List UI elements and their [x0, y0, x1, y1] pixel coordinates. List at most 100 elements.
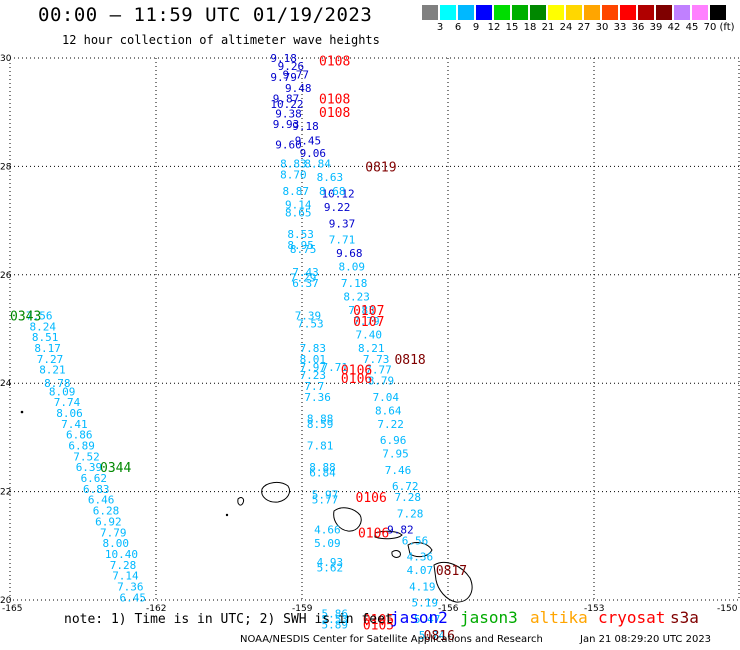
wave-height-value: 5.53 — [321, 613, 348, 626]
wave-height-value: 8.00 — [102, 537, 129, 550]
wave-height-value: 9.18 — [270, 52, 297, 65]
wave-height-value: 6.39 — [76, 461, 103, 474]
scale-swatch — [476, 5, 492, 20]
wave-height-value: 8.70 — [280, 169, 307, 182]
wave-height-value: 6.45 — [120, 591, 147, 604]
wave-height-value: 7.28 — [394, 491, 421, 504]
pass-time-label: 0344 — [100, 461, 131, 476]
wave-height-value: 8.79 — [368, 374, 395, 387]
legend-jason3: jason3 — [460, 608, 518, 627]
wave-height-value: 8.17 — [34, 342, 61, 355]
wave-height-value: 8.88 — [307, 412, 334, 425]
island-kaula — [225, 513, 229, 517]
generated-time: Jan 21 08:29:20 UTC 2023 — [580, 634, 712, 645]
wave-height-value: 8.09 — [49, 385, 76, 398]
wave-height-value: 10.40 — [105, 548, 138, 561]
scale-swatch — [494, 5, 510, 20]
wave-height-value: 8.06 — [56, 407, 83, 420]
lon-label: -159 — [292, 604, 313, 614]
lon-label: -156 — [438, 604, 459, 614]
wave-height-value: 8.59 — [307, 418, 334, 431]
wave-height-value: 8.95 — [287, 239, 314, 252]
wave-height-value: 7.56 — [26, 309, 52, 322]
islands — [20, 410, 473, 603]
scale-swatch — [548, 5, 564, 20]
scale-tick: 21 — [541, 22, 555, 33]
pass-time-label: 0343 — [10, 309, 41, 324]
wave-height-value: 8.21 — [358, 342, 385, 355]
wave-height-value: 8.23 — [343, 290, 370, 303]
island-molokai — [374, 530, 403, 540]
pass-time-label: 0106 — [341, 372, 372, 387]
wave-height-value: 6.86 — [66, 429, 93, 442]
pass-time-label: 0105 — [363, 618, 394, 633]
wave-height-value: 7.27 — [37, 353, 64, 366]
wave-height-value: 7.83 — [348, 304, 375, 317]
lat-label: 20 — [0, 596, 12, 606]
island-maui — [407, 542, 433, 558]
wave-height-value: 5.86 — [321, 608, 348, 621]
legend-cryosat: cryosat — [598, 608, 666, 627]
scale-swatch — [620, 5, 636, 20]
wave-height-value: 9.22 — [324, 201, 351, 214]
axis-labels: 30 28 26 24 22 20-165 -162 -159 -156 -153 -150 — [0, 54, 738, 614]
pass-time-label: 0105 — [363, 613, 394, 628]
wave-height-value: 4.19 — [409, 580, 436, 593]
wave-height-value: 6.46 — [88, 494, 115, 507]
wave-height-value: 8.51 — [32, 331, 59, 344]
wave-height-value: 7.71 — [329, 234, 356, 247]
footer-note: note: 1) Time is in UTC; 2) SWH is in fe… — [64, 612, 393, 627]
pass-time-label: 0106 — [341, 364, 372, 379]
scale-tick: 30 — [595, 22, 609, 33]
wave-height-value: 8.53 — [287, 228, 314, 241]
wave-height-value: 8.88 — [309, 461, 336, 474]
wave-height-value: 9.45 — [295, 134, 322, 147]
credit-line: NOAA/NESDIS Center for Satellite Applica… — [240, 634, 543, 645]
lat-label: 26 — [0, 271, 12, 281]
scale-swatch — [422, 5, 438, 20]
scale-tick: 12 — [487, 22, 501, 33]
scale-unit: (ft) — [719, 22, 735, 33]
wave-height-value: 9.26 — [278, 60, 305, 73]
scale-swatch — [566, 5, 582, 20]
wave-height-value: 8.83 — [280, 158, 307, 171]
wave-height-value: 7.97 — [300, 361, 327, 374]
wave-height-value: 8.87 — [283, 185, 310, 198]
wave-height-value: 7.46 — [385, 464, 412, 477]
island-lanai — [391, 550, 401, 558]
wave-height-value: 8.01 — [300, 353, 327, 366]
wave-height-value: 9.82 — [387, 524, 414, 537]
pass-time-label: 0108 — [319, 106, 350, 121]
wave-height-value: 7.39 — [295, 309, 322, 322]
wave-height-value: 8.63 — [317, 171, 344, 184]
wave-height-value: 9.06 — [300, 147, 327, 160]
scale-swatch — [584, 5, 600, 20]
wave-height-value: 6.37 — [292, 277, 319, 290]
pass-time-label: 0107 — [353, 304, 384, 319]
scale-swatch — [512, 5, 528, 20]
scale-tick: 6 — [454, 22, 462, 33]
wave-height-value: 9.87 — [273, 93, 300, 106]
wave-height-value: 5.09 — [314, 537, 341, 550]
wave-height-value: 4.36 — [407, 551, 434, 564]
legend-s3a: s3a — [670, 608, 699, 627]
wave-height-value: 8.09 — [339, 261, 366, 274]
wave-height-value: 7.04 — [373, 391, 400, 404]
wave-height-value: 7.14 — [112, 570, 139, 583]
map-frame — [9, 57, 740, 601]
wave-height-value: 9.79 — [270, 71, 297, 84]
wave-height-value: 9.77 — [283, 68, 310, 81]
scale-swatch — [530, 5, 546, 20]
pass-time-label: 0106 — [356, 491, 387, 506]
scale-tick: 9 — [472, 22, 480, 33]
scale-swatch — [638, 5, 654, 20]
wave-height-value: 8.78 — [44, 377, 71, 390]
wave-height-value: 7.36 — [117, 580, 144, 593]
scale-tick: 45 — [685, 22, 699, 33]
scale-tick: 39 — [649, 22, 663, 33]
wave-height-value: 7.77 — [365, 364, 392, 377]
legend-altika: altika — [530, 608, 588, 627]
island-hawaii — [433, 561, 473, 603]
